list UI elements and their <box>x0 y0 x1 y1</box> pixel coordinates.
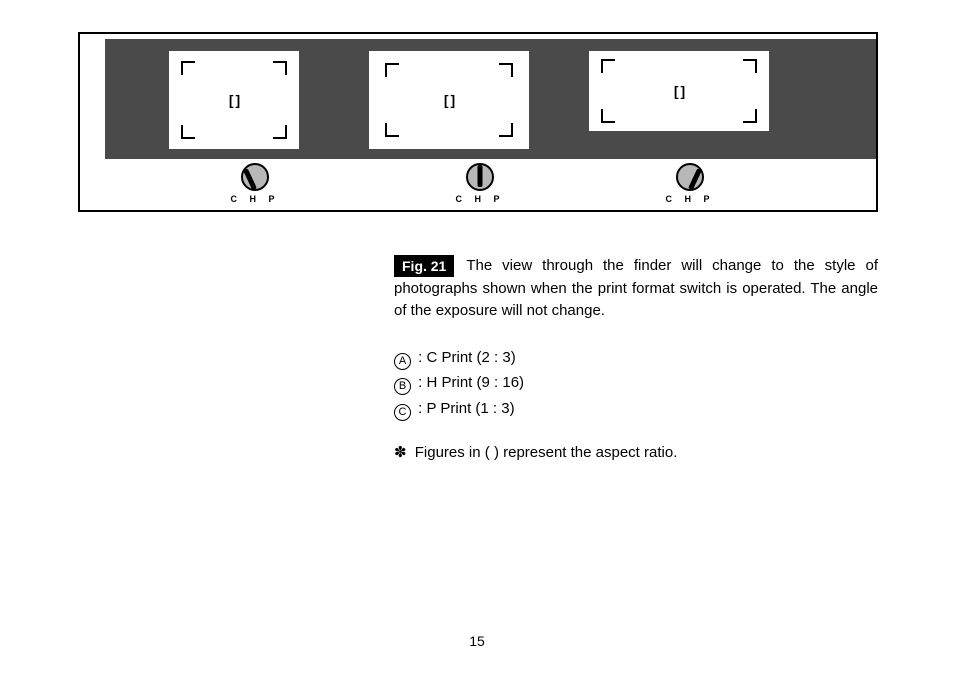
figure-label: Fig. 21 <box>394 255 454 277</box>
circled-letter-icon: C <box>394 404 411 421</box>
frame-corner-icon <box>743 109 757 123</box>
frame-corner-icon <box>385 123 399 137</box>
dial-icon <box>675 162 705 192</box>
format-dial-h: C H P <box>450 162 510 204</box>
frame-corner-icon <box>181 61 195 75</box>
frame-corner-icon <box>499 63 513 77</box>
viewfinder-h-print: [ ] <box>369 51 529 149</box>
frame-corner-icon <box>743 59 757 73</box>
list-item: A : C Print (2 : 3) <box>394 345 878 371</box>
viewfinder-c-print: [ ] <box>169 51 299 149</box>
aspect-ratio-note: ✽ Figures in ( ) represent the aspect ra… <box>394 443 878 461</box>
circled-letter-icon: B <box>394 378 411 395</box>
dial-labels: C H P <box>450 194 510 204</box>
frame-corner-icon <box>181 125 195 139</box>
frame-corner-icon <box>499 123 513 137</box>
viewfinder-strip: [ ] [ ] [ ] <box>105 39 876 159</box>
focus-mark-icon: [ ] <box>674 83 684 99</box>
page-number: 15 <box>0 633 954 649</box>
circled-letter-icon: A <box>394 353 411 370</box>
frame-corner-icon <box>601 109 615 123</box>
dial-icon <box>465 162 495 192</box>
dial-labels: C H P <box>225 194 285 204</box>
viewfinder-p-print: [ ] <box>589 51 769 131</box>
list-item: C : P Print (1 : 3) <box>394 396 878 422</box>
format-dial-p: C H P <box>660 162 720 204</box>
frame-corner-icon <box>273 61 287 75</box>
dial-labels: C H P <box>660 194 720 204</box>
list-item-text: : H Print (9 : 16) <box>418 374 524 391</box>
list-item: B : H Print (9 : 16) <box>394 370 878 396</box>
dial-icon <box>240 162 270 192</box>
focus-mark-icon: [ ] <box>229 92 239 108</box>
format-dial-c: C H P <box>225 162 285 204</box>
description-paragraph: The view through the finder will change … <box>394 255 878 323</box>
list-item-text: : C Print (2 : 3) <box>418 349 516 366</box>
focus-mark-icon: [ ] <box>444 92 454 108</box>
frame-corner-icon <box>601 59 615 73</box>
asterisk-icon: ✽ <box>394 444 407 461</box>
frame-corner-icon <box>385 63 399 77</box>
list-item-text: : P Print (1 : 3) <box>418 400 514 417</box>
format-list: A : C Print (2 : 3) B : H Print (9 : 16)… <box>394 345 878 422</box>
body-content: Fig. 21 The view through the finder will… <box>394 255 878 461</box>
note-text: Figures in ( ) represent the aspect rati… <box>415 444 678 461</box>
figure-21-box: [ ] [ ] [ ] C H P C H P <box>78 32 878 212</box>
frame-corner-icon <box>273 125 287 139</box>
